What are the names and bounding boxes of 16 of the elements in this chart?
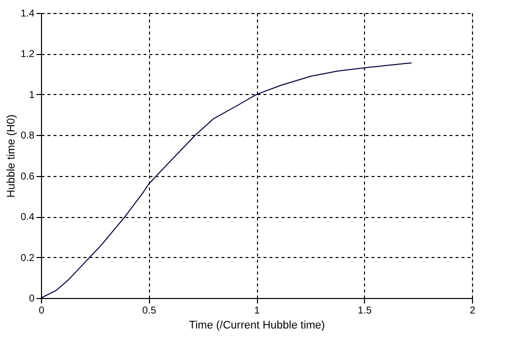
x-tick-label: 1.5 xyxy=(358,306,372,316)
y-tick-label: 0.8 xyxy=(20,130,35,142)
x-tick-label: 1 xyxy=(254,306,260,316)
y-tick-label: 0.2 xyxy=(20,252,35,264)
line-series xyxy=(40,62,412,298)
y-tick-label: 1 xyxy=(28,90,35,101)
x-axis-title: Time (/Current Hubble time) xyxy=(189,320,325,332)
y-tick-label: 0.4 xyxy=(20,212,35,224)
y-axis-title: Hubble time (H0) xyxy=(6,114,18,198)
y-tick-label: 0 xyxy=(28,294,35,304)
y-tick-label: 1.2 xyxy=(20,49,35,60)
x-tick-label: 2 xyxy=(470,306,476,316)
x-tick-label: 0 xyxy=(38,306,45,316)
y-tick-label: 0.6 xyxy=(20,171,35,182)
y-tick-label: 1.4 xyxy=(20,8,35,20)
x-tick-label: 0.5 xyxy=(142,306,157,316)
